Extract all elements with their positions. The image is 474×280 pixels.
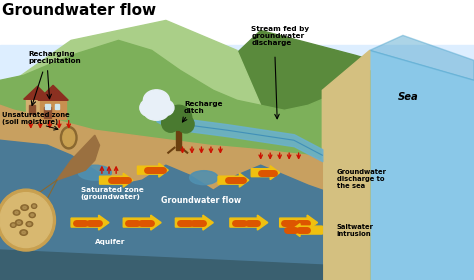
Ellipse shape bbox=[16, 220, 23, 225]
Polygon shape bbox=[166, 31, 474, 280]
Ellipse shape bbox=[22, 231, 26, 234]
Ellipse shape bbox=[32, 204, 37, 208]
Ellipse shape bbox=[140, 99, 159, 116]
Polygon shape bbox=[57, 135, 100, 180]
Ellipse shape bbox=[21, 205, 28, 210]
Ellipse shape bbox=[17, 221, 21, 224]
Bar bbox=[29, 105, 35, 114]
Text: Recharging
precipitation: Recharging precipitation bbox=[28, 51, 81, 64]
FancyArrow shape bbox=[123, 215, 161, 230]
FancyArrow shape bbox=[230, 215, 268, 230]
Ellipse shape bbox=[143, 90, 170, 111]
Text: Groundwater
discharge to
the sea: Groundwater discharge to the sea bbox=[337, 169, 386, 189]
Polygon shape bbox=[0, 250, 322, 280]
Text: Recharge
ditch: Recharge ditch bbox=[184, 101, 222, 114]
Polygon shape bbox=[0, 105, 322, 280]
Text: Saturated zone
(groundwater): Saturated zone (groundwater) bbox=[81, 187, 143, 200]
Bar bbox=[55, 104, 59, 109]
FancyArrow shape bbox=[251, 166, 280, 180]
Ellipse shape bbox=[78, 165, 111, 180]
Text: Groundwater flow: Groundwater flow bbox=[2, 3, 156, 18]
Ellipse shape bbox=[145, 105, 168, 120]
Bar bbox=[176, 125, 181, 150]
Ellipse shape bbox=[29, 213, 36, 218]
Polygon shape bbox=[38, 85, 68, 100]
Ellipse shape bbox=[31, 214, 34, 216]
Ellipse shape bbox=[190, 171, 218, 185]
Ellipse shape bbox=[10, 223, 16, 227]
Polygon shape bbox=[322, 50, 370, 280]
Ellipse shape bbox=[156, 100, 174, 116]
Circle shape bbox=[0, 193, 52, 248]
Polygon shape bbox=[0, 140, 322, 280]
Ellipse shape bbox=[20, 230, 27, 235]
Text: Saltwater
intrusion: Saltwater intrusion bbox=[337, 224, 374, 237]
FancyArrow shape bbox=[292, 224, 322, 237]
Bar bbox=[44, 107, 51, 118]
Ellipse shape bbox=[26, 221, 33, 227]
Bar bbox=[45, 104, 50, 109]
FancyArrow shape bbox=[218, 173, 249, 187]
FancyArrow shape bbox=[100, 173, 133, 187]
Text: Sea: Sea bbox=[398, 92, 419, 102]
Ellipse shape bbox=[28, 223, 31, 225]
Ellipse shape bbox=[61, 127, 77, 149]
Ellipse shape bbox=[13, 210, 20, 215]
Ellipse shape bbox=[162, 113, 180, 132]
FancyArrow shape bbox=[280, 215, 318, 230]
Ellipse shape bbox=[23, 206, 27, 209]
Ellipse shape bbox=[33, 205, 36, 207]
FancyArrow shape bbox=[71, 215, 109, 230]
Bar bbox=[40, 100, 66, 119]
Polygon shape bbox=[0, 20, 261, 105]
Circle shape bbox=[0, 189, 55, 251]
Polygon shape bbox=[0, 250, 322, 280]
Ellipse shape bbox=[12, 224, 15, 226]
FancyArrow shape bbox=[137, 163, 168, 177]
Ellipse shape bbox=[63, 129, 75, 146]
Text: Stream fed by
groundwater
discharge: Stream fed by groundwater discharge bbox=[251, 26, 310, 46]
Bar bbox=[0, 1, 474, 50]
Bar bbox=[0, 45, 474, 280]
Text: Unsaturated zone
(soil moisture): Unsaturated zone (soil moisture) bbox=[2, 112, 70, 125]
Polygon shape bbox=[370, 50, 474, 280]
Text: Groundwater flow: Groundwater flow bbox=[161, 196, 241, 205]
Ellipse shape bbox=[166, 105, 191, 130]
Polygon shape bbox=[370, 35, 474, 80]
Text: Aquifer: Aquifer bbox=[95, 239, 125, 245]
FancyArrow shape bbox=[175, 215, 213, 230]
Ellipse shape bbox=[15, 211, 18, 214]
Polygon shape bbox=[24, 86, 51, 99]
Polygon shape bbox=[0, 40, 370, 280]
Bar bbox=[26, 99, 49, 115]
Ellipse shape bbox=[178, 116, 194, 133]
